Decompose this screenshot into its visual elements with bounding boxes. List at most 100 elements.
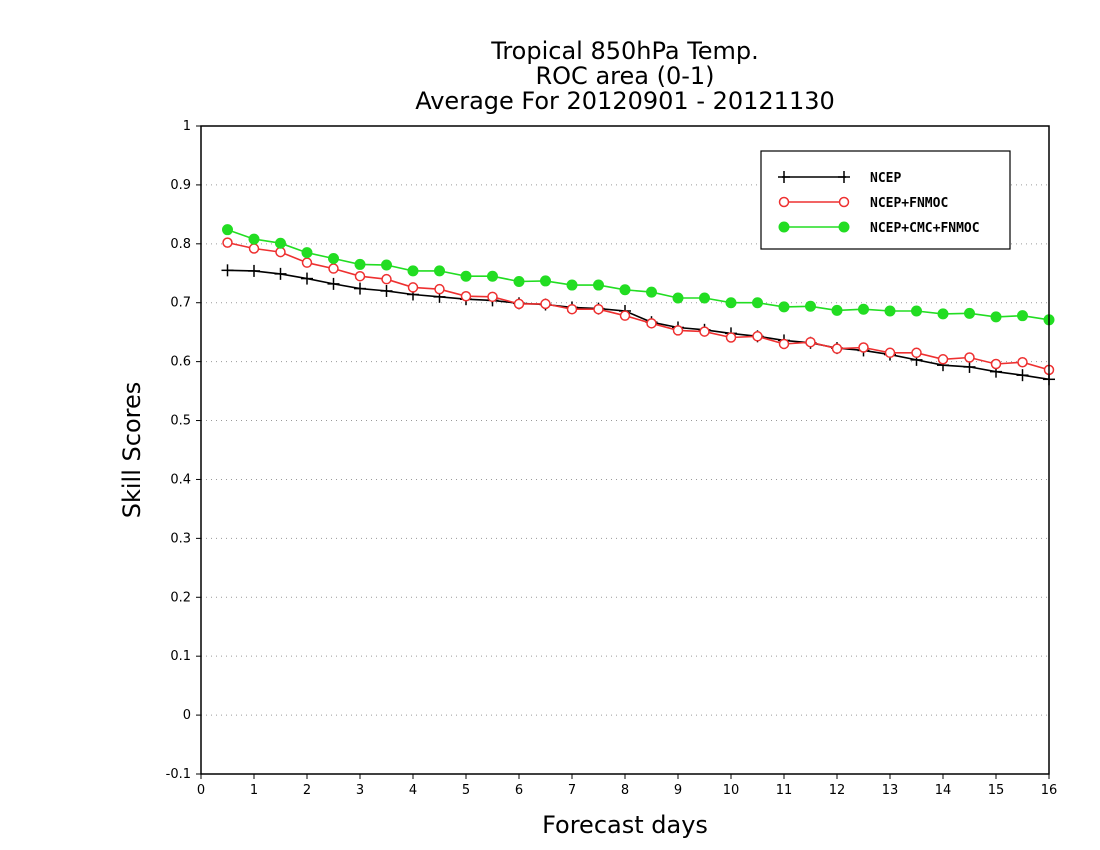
plot-frame bbox=[200, 125, 1050, 775]
data-point bbox=[1017, 310, 1028, 322]
x-tick-label: 16 bbox=[1041, 783, 1058, 798]
data-point bbox=[274, 267, 287, 280]
data-point bbox=[1017, 356, 1028, 368]
data-point bbox=[354, 282, 366, 295]
data-point bbox=[805, 336, 816, 348]
data-point bbox=[838, 171, 850, 183]
data-point bbox=[964, 307, 975, 319]
x-tick-label: 9 bbox=[674, 783, 682, 798]
y-axis-label: Skill Scores bbox=[118, 382, 146, 519]
data-point bbox=[381, 273, 392, 285]
data-point bbox=[407, 282, 419, 293]
data-point bbox=[301, 247, 313, 259]
y-tick-label: 0.7 bbox=[170, 296, 191, 311]
y-tick-label: 0.4 bbox=[170, 472, 191, 487]
data-point bbox=[831, 343, 843, 354]
data-point bbox=[699, 326, 710, 337]
axis-ticks: -0.100.10.20.30.40.50.60.70.80.910 1 2 3 4 5 6… bbox=[166, 119, 1058, 798]
data-point bbox=[838, 221, 850, 233]
data-point bbox=[354, 270, 366, 282]
y-tick-label: 0.5 bbox=[170, 414, 191, 429]
y-tick-label: 0.6 bbox=[170, 355, 191, 370]
data-point bbox=[858, 303, 869, 315]
x-tick-label: 8 bbox=[621, 783, 629, 798]
series-ncep-cmc-fnmoc bbox=[222, 224, 1055, 326]
x-tick-label: 14 bbox=[935, 783, 952, 798]
x-tick-label: 3 bbox=[356, 783, 364, 798]
grid-lines bbox=[201, 184, 1049, 716]
data-point bbox=[1016, 369, 1029, 382]
data-point bbox=[434, 283, 445, 295]
data-point bbox=[699, 292, 710, 304]
data-point bbox=[248, 243, 260, 254]
data-point bbox=[328, 263, 339, 274]
data-point bbox=[911, 305, 922, 317]
y-tick-label: 0.9 bbox=[170, 178, 191, 193]
x-tick-label: 5 bbox=[462, 783, 470, 798]
data-point bbox=[593, 279, 604, 291]
y-tick-label: 0.2 bbox=[170, 590, 191, 605]
data-point bbox=[672, 325, 684, 336]
legend-label: NCEP+FNMOC bbox=[870, 196, 948, 211]
data-point bbox=[566, 279, 578, 291]
data-point bbox=[725, 297, 737, 309]
data-point bbox=[460, 270, 472, 282]
data-point bbox=[513, 298, 525, 310]
y-tick-label: 0 bbox=[183, 708, 191, 723]
x-axis-label: Forecast days bbox=[542, 811, 708, 839]
y-tick-label: 0.1 bbox=[170, 649, 191, 664]
legend-box bbox=[760, 150, 1011, 250]
chart-title-line-3: Average For 20120901 - 20121130 bbox=[415, 87, 835, 115]
data-point bbox=[380, 284, 393, 297]
data-point bbox=[619, 310, 631, 321]
data-point bbox=[513, 276, 525, 288]
data-point bbox=[222, 224, 233, 236]
data-point bbox=[990, 358, 1002, 370]
data-point bbox=[407, 265, 419, 277]
x-tick-label: 11 bbox=[776, 783, 793, 798]
data-point bbox=[619, 284, 631, 296]
data-point bbox=[540, 275, 551, 287]
series-ncep bbox=[221, 264, 1055, 386]
data-point bbox=[275, 246, 286, 258]
data-point bbox=[434, 265, 445, 277]
x-tick-label: 13 bbox=[882, 783, 899, 798]
data-point bbox=[884, 347, 896, 359]
legend: NCEP NCEP+FNMOC NCEP+CMC+FNMOC bbox=[760, 150, 1011, 250]
chart-title-line-1: Tropical 850hPa Temp. bbox=[490, 37, 759, 65]
data-point bbox=[248, 233, 260, 245]
data-point bbox=[222, 237, 233, 248]
data-point bbox=[778, 338, 790, 350]
x-tick-label: 2 bbox=[303, 783, 311, 798]
data-point bbox=[301, 272, 313, 285]
data-point bbox=[248, 264, 260, 277]
data-point bbox=[884, 305, 896, 317]
data-point bbox=[752, 331, 763, 342]
data-point bbox=[381, 259, 392, 271]
legend-label: NCEP bbox=[870, 171, 901, 186]
chart-title-line-2: ROC area (0-1) bbox=[535, 62, 714, 90]
series-line bbox=[227, 269, 1050, 381]
data-point bbox=[328, 253, 339, 265]
legend-entry: NCEP+CMC+FNMOC bbox=[778, 221, 980, 236]
data-point bbox=[327, 277, 340, 290]
series-ncep-fnmoc bbox=[222, 237, 1055, 376]
legend-entry: NCEP bbox=[778, 171, 901, 186]
data-point bbox=[566, 303, 578, 315]
data-point bbox=[778, 221, 790, 233]
x-tick-label: 10 bbox=[723, 783, 740, 798]
data-point bbox=[460, 290, 472, 302]
data-point bbox=[646, 286, 657, 298]
data-point bbox=[963, 360, 976, 373]
data-point bbox=[778, 171, 790, 183]
data-point bbox=[275, 237, 286, 249]
x-tick-label: 1 bbox=[250, 783, 258, 798]
data-point bbox=[937, 308, 949, 320]
data-point bbox=[593, 303, 604, 315]
data-point bbox=[221, 264, 234, 277]
x-tick-label: 6 bbox=[515, 783, 523, 798]
x-tick-label: 12 bbox=[829, 783, 846, 798]
data-point bbox=[805, 300, 816, 312]
x-tick-label: 7 bbox=[568, 783, 576, 798]
data-point bbox=[487, 270, 498, 282]
